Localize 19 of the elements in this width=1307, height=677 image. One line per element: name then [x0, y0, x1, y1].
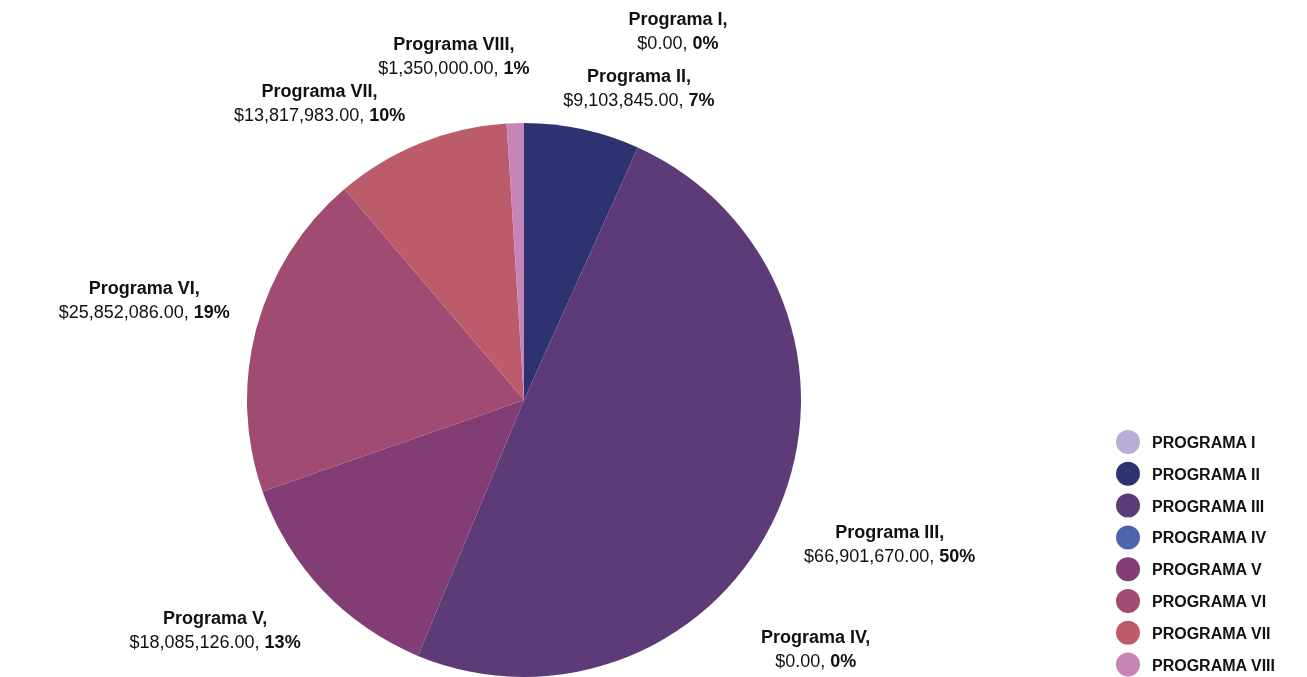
legend-label: PROGRAMA VI	[1152, 593, 1267, 610]
data-label: Programa VIII, $1,350,000.00, 1%	[378, 34, 530, 79]
data-label: Programa VII, $13,817,983.00, 10%	[234, 80, 406, 125]
legend-label: PROGRAMA VIII	[1152, 656, 1275, 674]
legend-label: PROGRAMA VII	[1152, 624, 1271, 642]
pie-slice	[344, 123, 524, 400]
data-label: Programa V, $18,085,126.00, 13%	[129, 608, 301, 653]
legend-label: PROGRAMA III	[1152, 497, 1265, 515]
data-label: Programa VI, $25,852,086.00, 19%	[58, 278, 230, 323]
pie-slice	[247, 189, 524, 492]
pie-slice	[524, 123, 638, 400]
text: Programa I, $0.00, 0%	[628, 9, 728, 53]
data-label: Programa III, $66,901,670.00, 50%	[804, 521, 976, 566]
text: Programa IV, $0.00, 0%	[760, 627, 871, 671]
legend-label: PROGRAMA IV	[1152, 529, 1267, 547]
legend-label: PROGRAMA II	[1152, 465, 1260, 483]
legend-label: PROGRAMA V	[1152, 561, 1262, 579]
data-label: Programa II, $9,103,845.00, 7%	[563, 65, 715, 110]
legend-label: PROGRAMA I	[1152, 434, 1256, 451]
